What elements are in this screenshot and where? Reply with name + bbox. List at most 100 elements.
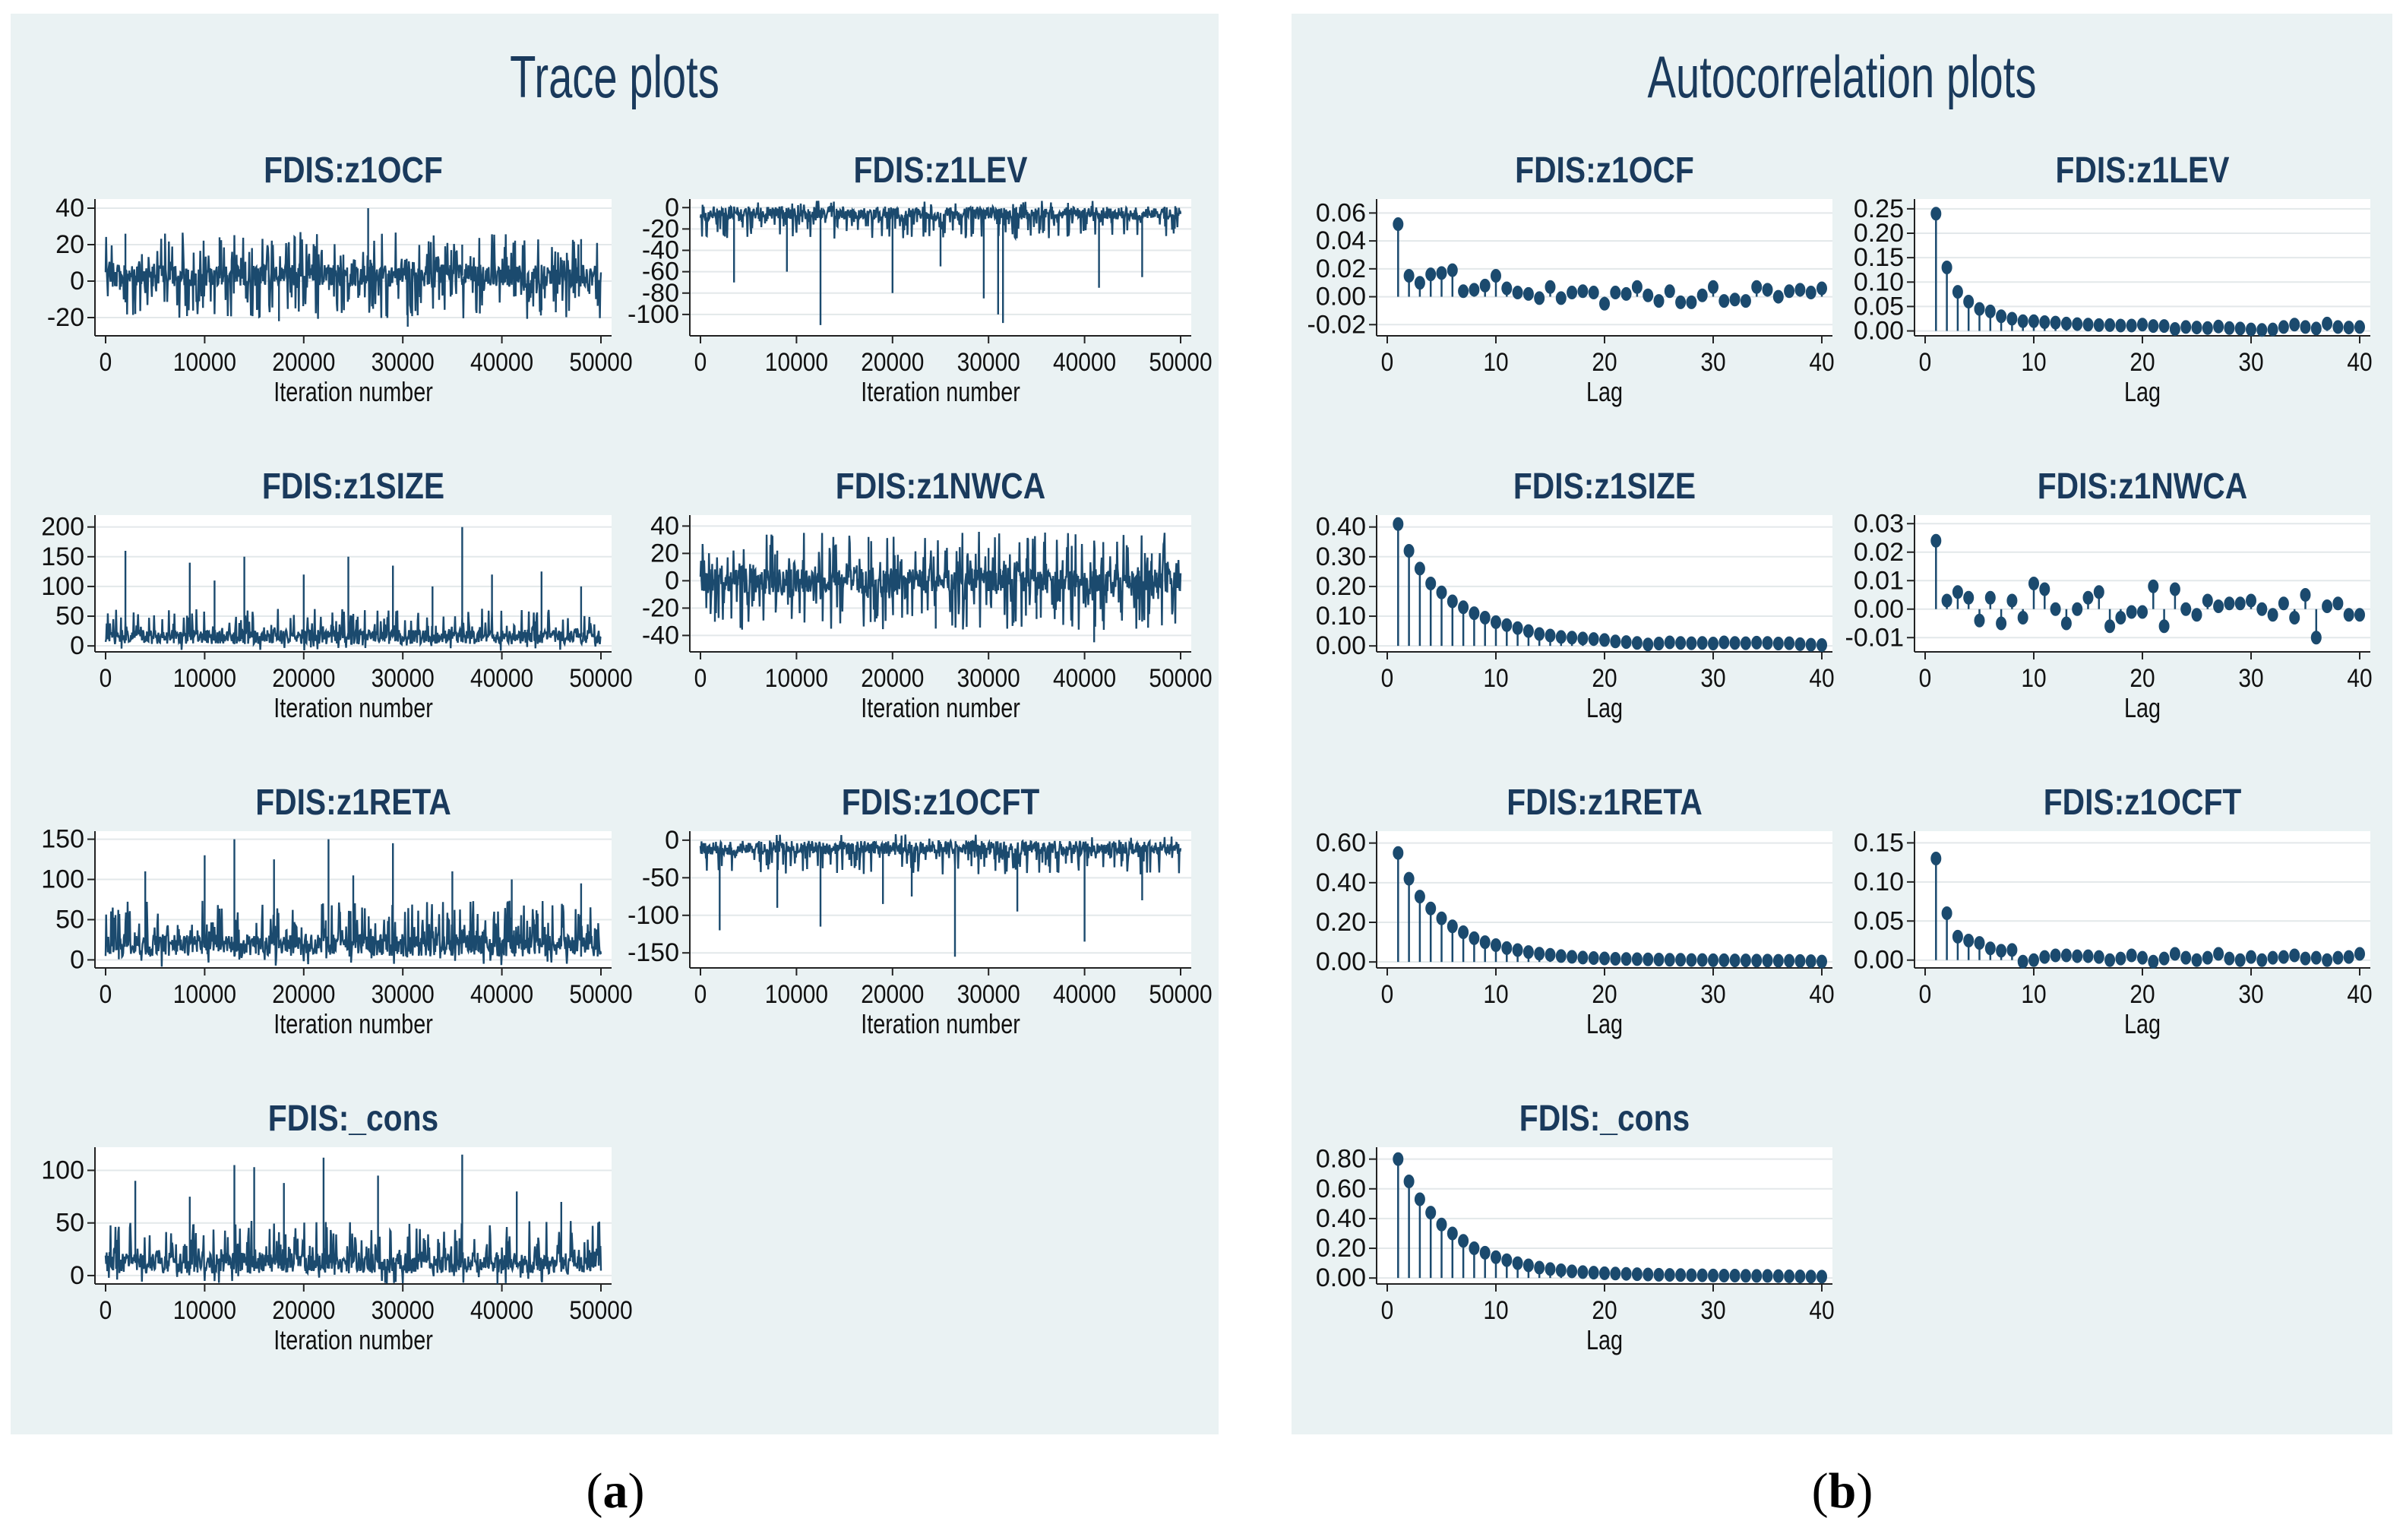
acf-point-4-1 <box>1403 871 1415 886</box>
acf-ytick-label-1-5: 0.00 <box>1854 317 1904 346</box>
acf-point-4-19 <box>1599 951 1610 966</box>
acf-point-1-1 <box>1941 261 1952 274</box>
acf-point-2-21 <box>1620 635 1632 650</box>
acf-title-0: FDIS:z1OCF <box>1515 150 1694 191</box>
acf-point-4-37 <box>1794 953 1806 968</box>
acf-point-5-22 <box>2169 947 2180 961</box>
acf-point-4-28 <box>1696 953 1708 967</box>
trace-xtick-label-1-2: 20000 <box>861 347 924 376</box>
acf-point-6-14 <box>1545 1262 1556 1276</box>
acf-xlabel-0: Lag <box>1586 376 1623 407</box>
acf-xtick-label-1-3: 30 <box>2238 347 2263 376</box>
trace-ytick-label-3-0: 40 <box>650 511 679 540</box>
acf-point-0-2 <box>1414 276 1425 290</box>
acf-point-0-6 <box>1458 284 1469 299</box>
acf-point-5-18 <box>2126 948 2137 963</box>
acf-ytick-label-4-1: 0.40 <box>1316 868 1366 897</box>
acf-point-5-27 <box>2224 951 2235 966</box>
acf-point-6-2 <box>1414 1192 1425 1206</box>
acf-point-0-35 <box>1772 289 1784 304</box>
acf-point-4-22 <box>1631 952 1643 966</box>
trace-ytick-label-3-3: -20 <box>642 593 679 622</box>
trace-xtick-label-5-1: 10000 <box>765 979 828 1008</box>
acf-point-6-10 <box>1501 1253 1513 1267</box>
trace-chart-6: FDIS:_cons 100 50 00 10000 20000 30000 40000 500… <box>41 1099 632 1355</box>
acf-point-3-6 <box>1996 616 2007 631</box>
acf-point-4-35 <box>1772 953 1784 968</box>
acf-point-5-39 <box>2354 947 2365 961</box>
acf-ytick-label-2-0: 0.40 <box>1316 513 1366 542</box>
acf-point-6-28 <box>1696 1268 1708 1282</box>
acf-point-4-31 <box>1729 953 1741 968</box>
acf-point-6-18 <box>1588 1266 1599 1280</box>
acf-xtick-label-6-0: 0 <box>1381 1295 1394 1324</box>
acf-point-1-21 <box>2158 319 2170 334</box>
acf-point-2-22 <box>1631 636 1643 650</box>
acf-ytick-label-0-1: 0.04 <box>1316 226 1366 255</box>
acf-point-4-8 <box>1479 935 1491 950</box>
trace-xlabel-4: Iteration number <box>273 1008 433 1039</box>
acf-point-5-4 <box>1974 936 1985 950</box>
acf-point-0-19 <box>1599 296 1610 311</box>
trace-xtick-label-3-0: 0 <box>694 663 707 692</box>
acf-point-5-26 <box>2213 947 2224 961</box>
acf-point-1-12 <box>2060 316 2072 330</box>
acf-xtick-label-0-2: 20 <box>1592 347 1617 376</box>
acf-point-0-21 <box>1620 286 1632 301</box>
acf-point-5-20 <box>2148 954 2159 969</box>
acf-xtick-label-4-0: 0 <box>1381 979 1394 1008</box>
acf-point-4-5 <box>1447 919 1458 934</box>
trace-xtick-label-4-3: 30000 <box>372 979 435 1008</box>
acf-point-1-32 <box>2278 320 2289 334</box>
acf-ytick-label-1-4: 0.05 <box>1854 292 1904 321</box>
acf-point-5-21 <box>2158 951 2170 966</box>
acf-point-6-25 <box>1664 1268 1675 1282</box>
acf-point-3-4 <box>1974 613 1985 628</box>
acf-point-3-7 <box>2006 593 2018 608</box>
acf-point-0-39 <box>1816 281 1827 296</box>
acf-point-5-5 <box>1984 941 1996 956</box>
acf-point-4-24 <box>1653 953 1665 967</box>
acf-point-5-13 <box>2072 949 2083 963</box>
acf-point-1-30 <box>2256 323 2268 337</box>
acf-xtick-label-3-0: 0 <box>1919 663 1932 692</box>
acf-point-2-18 <box>1588 632 1599 647</box>
trace-xtick-label-3-1: 10000 <box>765 663 828 692</box>
acf-point-3-33 <box>2289 611 2300 625</box>
acf-point-5-36 <box>2322 953 2333 967</box>
acf-point-5-19 <box>2137 950 2148 965</box>
acf-point-1-27 <box>2224 321 2235 335</box>
acf-point-2-37 <box>1794 637 1806 651</box>
acf-point-6-37 <box>1794 1270 1806 1284</box>
acf-point-2-6 <box>1458 600 1469 615</box>
trace-ytick-label-0-0: 40 <box>55 194 84 223</box>
acf-ytick-label-2-1: 0.30 <box>1316 542 1366 571</box>
trace-ytick-label-1-0: 0 <box>665 193 679 222</box>
acf-point-2-1 <box>1403 543 1415 558</box>
acf-ytick-label-0-3: 0.00 <box>1316 283 1366 311</box>
acf-ytick-label-5-1: 0.10 <box>1854 868 1904 896</box>
acf-xtick-label-5-0: 0 <box>1919 979 1932 1008</box>
acf-point-2-24 <box>1653 637 1665 651</box>
acf-point-6-36 <box>1784 1269 1795 1283</box>
trace-series-2 <box>104 527 602 651</box>
acf-point-1-10 <box>2039 315 2050 329</box>
acf-ytick-label-1-1: 0.20 <box>1854 219 1904 248</box>
acf-point-1-19 <box>2137 318 2148 332</box>
acf-xlabel-2: Lag <box>1586 692 1623 723</box>
acf-point-2-0 <box>1393 517 1404 531</box>
acf-point-0-4 <box>1436 266 1447 280</box>
trace-xtick-label-4-4: 40000 <box>470 979 533 1008</box>
acf-point-4-13 <box>1534 947 1545 961</box>
acf-point-3-0 <box>1930 533 1942 548</box>
caption-b-close: ) <box>1856 1463 1873 1519</box>
acf-point-0-13 <box>1534 291 1545 305</box>
trace-xtick-label-4-0: 0 <box>100 979 112 1008</box>
acf-point-1-29 <box>2246 322 2256 337</box>
acf-plot-area-2 <box>1377 515 1832 652</box>
acf-point-2-12 <box>1522 624 1534 638</box>
acf-point-0-8 <box>1479 278 1491 293</box>
acf-point-1-22 <box>2169 322 2180 336</box>
trace-series-1 <box>699 201 1182 325</box>
